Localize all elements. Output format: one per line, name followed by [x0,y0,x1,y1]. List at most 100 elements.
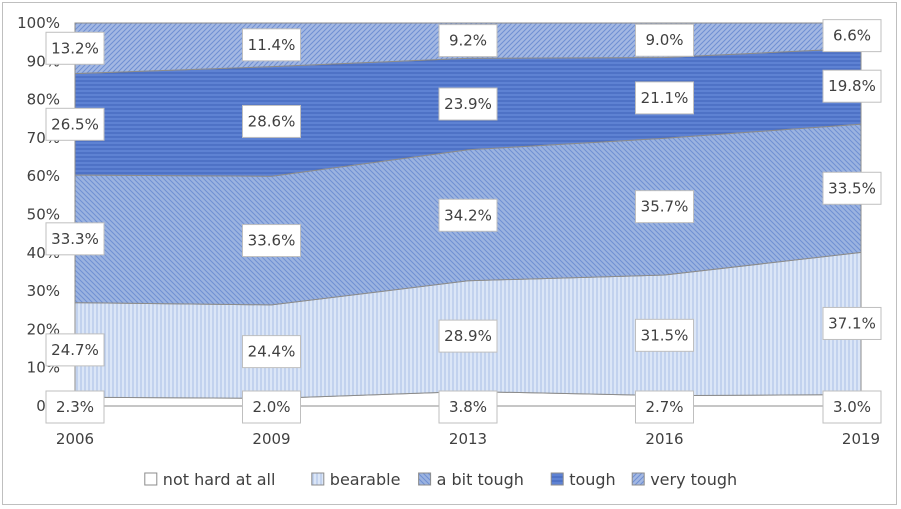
data-label-box [45,333,105,367]
data-label-bearable: 28.9% [438,319,498,353]
data-label-text: 33.5% [828,179,876,197]
data-label-box [635,318,694,352]
data-label-box [438,390,498,424]
legend-swatch [550,472,564,486]
data-label-text: 33.6% [248,232,296,250]
data-label-box [438,198,498,232]
data-label-box [45,107,105,141]
data-label-text: 9.0% [645,31,683,49]
data-label-box [438,24,498,58]
data-label-a-bit-tough: 35.7% [635,190,694,224]
data-label-bearable: 24.4% [242,335,301,369]
data-label-text: 31.5% [641,326,689,344]
data-label-box [242,104,301,138]
data-label-text: 21.1% [641,89,689,107]
data-label-box [45,222,105,256]
data-label-box [822,306,882,340]
data-label-not-hard-at-all: 2.0% [242,390,301,424]
data-label-not-hard-at-all: 2.7% [635,390,694,424]
data-label-text: 28.6% [248,112,296,130]
data-label-text: 19.8% [828,77,876,95]
legend-label: a bit tough [437,470,524,489]
data-label-box [242,335,301,369]
legend-swatch [144,472,158,486]
data-label-not-hard-at-all: 3.8% [438,390,498,424]
legend-swatch [418,472,432,486]
data-label-bearable: 31.5% [635,318,694,352]
data-label-box [822,171,882,205]
y-tick-label: 30% [27,282,60,300]
y-tick-label: 50% [27,206,60,224]
data-label-box [822,19,882,53]
data-label-text: 33.3% [51,230,99,248]
data-label-text: 37.1% [828,314,876,332]
data-label-text: 2.3% [56,398,94,416]
legend-item-very-tough: very tough [631,470,737,489]
data-label-text: 11.4% [248,36,296,54]
data-label-text: 3.0% [833,398,871,416]
data-label-bearable: 37.1% [822,306,882,340]
legend-item-not-hard-at-all: not hard at all [144,470,276,489]
data-label-text: 24.7% [51,341,99,359]
data-label-box [242,28,301,62]
data-label-text: 13.2% [51,39,99,57]
data-label-tough: 21.1% [635,81,694,115]
data-label-text: 23.9% [444,95,492,113]
data-label-text: 24.4% [248,343,296,361]
legend-item-a-bit-tough: a bit tough [418,470,524,489]
data-label-text: 2.0% [252,398,290,416]
y-axis: 0%10%20%30%40%50%60%70%80%90%100% [17,14,60,415]
data-label-box [822,390,882,424]
data-label-box [438,319,498,353]
data-label-very-tough: 9.2% [438,24,498,58]
data-label-a-bit-tough: 33.3% [45,222,105,256]
x-tick-label: 2019 [842,430,880,448]
data-label-box [635,390,694,424]
legend-label: tough [569,470,616,489]
data-label-tough: 28.6% [242,104,301,138]
data-label-box [635,190,694,224]
data-label-box [45,31,105,65]
legend-item-bearable: bearable [311,470,401,489]
data-label-tough: 26.5% [45,107,105,141]
data-label-very-tough: 9.0% [635,23,694,57]
data-label-tough: 23.9% [438,87,498,121]
data-label-box [45,390,105,424]
legend-item-tough: tough [550,470,616,489]
y-tick-label: 100% [17,14,60,32]
x-axis: 2006 2009 2013 2016 2019 [56,430,880,448]
data-label-box [635,23,694,57]
legend: not hard at all bearable a bit tough tough v… [144,470,737,489]
x-tick-label: 2006 [56,430,94,448]
data-label-box [635,81,694,115]
x-tick-label: 2016 [645,430,683,448]
data-label-bearable: 24.7% [45,333,105,367]
data-label-very-tough: 13.2% [45,31,105,65]
data-label-text: 2.7% [645,398,683,416]
legend-label: not hard at all [163,470,276,489]
y-tick-label: 60% [27,167,60,185]
data-label-text: 6.6% [833,27,871,45]
data-label-very-tough: 11.4% [242,28,301,62]
data-label-text: 35.7% [641,198,689,216]
data-label-box [822,69,882,103]
legend-label: bearable [330,470,401,489]
data-label-box [242,224,301,258]
data-label-tough: 19.8% [822,69,882,103]
data-label-a-bit-tough: 33.6% [242,224,301,258]
data-label-text: 28.9% [444,327,492,345]
data-label-not-hard-at-all: 3.0% [822,390,882,424]
legend-label: very tough [650,470,737,489]
x-tick-label: 2009 [252,430,290,448]
data-label-very-tough: 6.6% [822,19,882,53]
data-label-a-bit-tough: 34.2% [438,198,498,232]
data-label-text: 34.2% [444,206,492,224]
data-label-text: 9.2% [449,32,487,50]
legend-swatch [311,472,325,486]
data-label-text: 26.5% [51,115,99,133]
y-tick-label: 80% [27,91,60,109]
data-label-text: 3.8% [449,398,487,416]
x-tick-label: 2013 [449,430,487,448]
data-label-box [242,390,301,424]
